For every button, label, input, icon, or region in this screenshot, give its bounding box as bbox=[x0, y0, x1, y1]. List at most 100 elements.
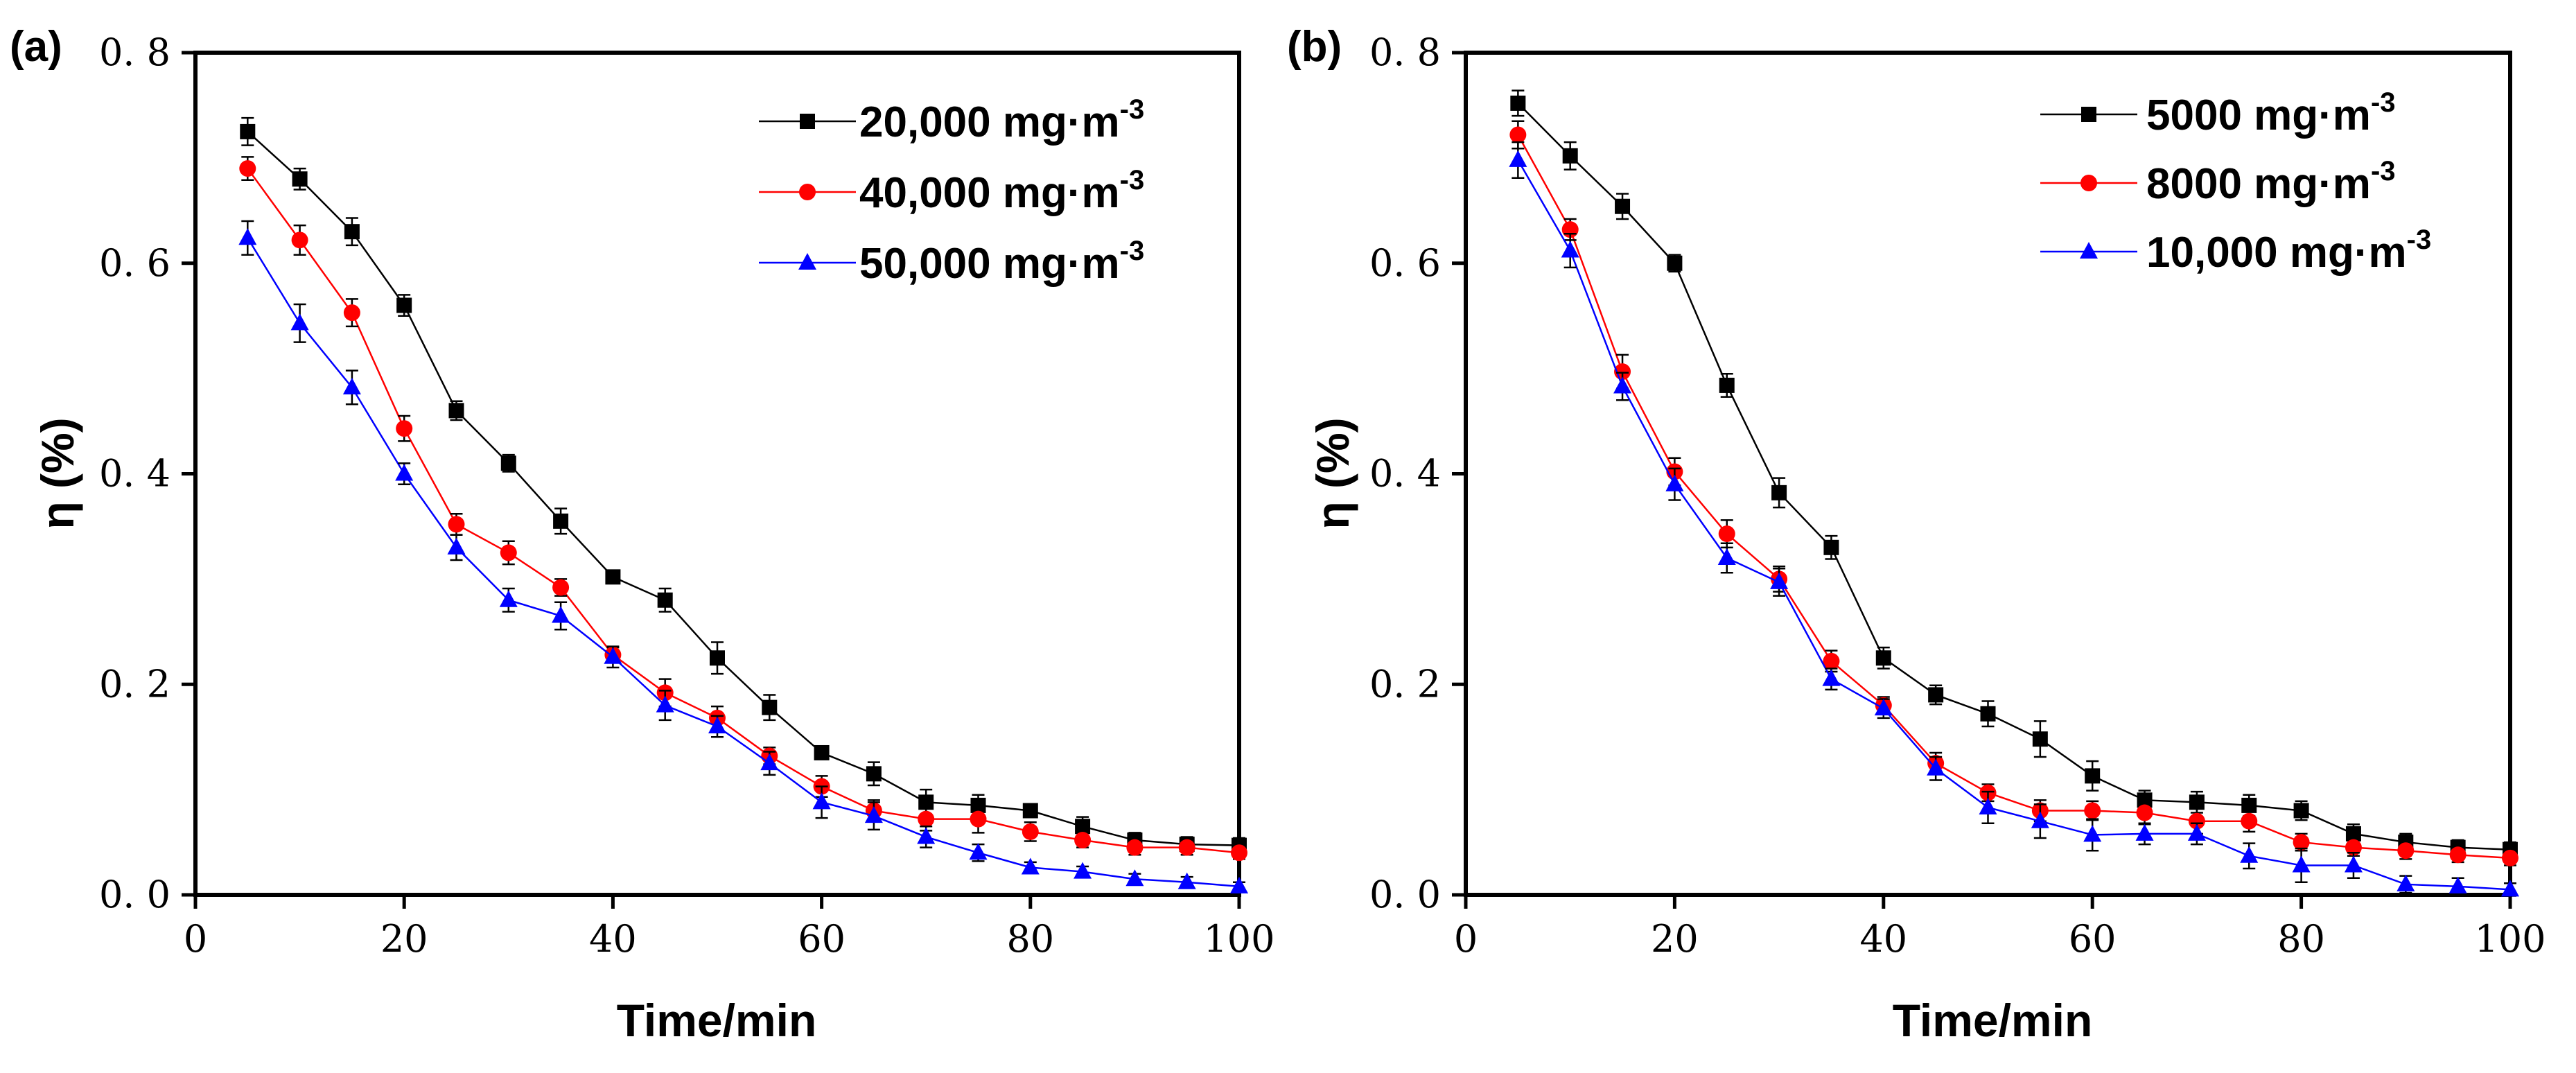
series-line bbox=[1517, 103, 2511, 850]
series-line bbox=[1517, 134, 2511, 860]
data-point bbox=[1510, 95, 1526, 111]
y-tick-label: 0. 2 bbox=[1369, 662, 1441, 706]
data-point bbox=[2136, 804, 2153, 821]
data-point bbox=[1667, 255, 1683, 271]
data-point bbox=[2083, 825, 2102, 842]
data-point bbox=[1717, 548, 1736, 565]
data-point bbox=[396, 297, 412, 313]
data-point bbox=[2241, 812, 2258, 830]
data-point bbox=[292, 171, 308, 187]
data-point bbox=[866, 766, 882, 782]
data-point bbox=[1927, 758, 1945, 776]
series-line bbox=[247, 168, 1240, 854]
legend-marker bbox=[2081, 107, 2096, 122]
legend-marker bbox=[800, 114, 815, 129]
x-tick-label: 60 bbox=[798, 917, 845, 961]
data-point bbox=[2344, 855, 2363, 873]
data-point bbox=[970, 810, 987, 828]
data-point bbox=[1562, 148, 1578, 164]
data-point bbox=[1823, 539, 1839, 555]
data-point bbox=[2241, 797, 2257, 813]
data-point bbox=[291, 232, 308, 249]
legend-superscript: -3 bbox=[1120, 236, 1145, 266]
data-point bbox=[2397, 874, 2415, 891]
x-tick-label: 40 bbox=[1859, 917, 1907, 961]
data-point bbox=[2085, 768, 2101, 784]
series-square bbox=[240, 116, 1247, 854]
panel-label: (b) bbox=[1287, 23, 1342, 71]
data-point bbox=[1022, 823, 1039, 840]
data-point bbox=[1177, 872, 1196, 889]
data-point bbox=[1718, 525, 1735, 543]
data-point bbox=[447, 537, 466, 555]
legend-label: 20,000 mg·m-3 bbox=[859, 94, 1144, 146]
data-point bbox=[1771, 485, 1787, 500]
data-point bbox=[2137, 792, 2153, 808]
data-point bbox=[238, 228, 257, 245]
data-point bbox=[1126, 839, 1144, 856]
data-point bbox=[240, 123, 256, 139]
data-point bbox=[1509, 150, 1527, 167]
legend-label: 10,000 mg·m-3 bbox=[2146, 225, 2431, 277]
data-point bbox=[605, 569, 621, 585]
legend-superscript: -3 bbox=[1120, 94, 1145, 125]
y-axis-title: η (%) bbox=[32, 417, 83, 529]
data-point bbox=[917, 827, 936, 844]
data-point bbox=[2187, 823, 2206, 841]
y-tick-label: 0. 4 bbox=[99, 452, 170, 496]
data-point bbox=[2032, 731, 2048, 747]
data-point bbox=[290, 313, 309, 331]
series-line bbox=[247, 130, 1240, 846]
y-tick-label: 0. 6 bbox=[1369, 241, 1441, 285]
data-point bbox=[1613, 376, 1632, 394]
data-point bbox=[918, 794, 934, 810]
panel-label: (a) bbox=[10, 23, 62, 71]
x-tick-label: 80 bbox=[2277, 917, 2325, 961]
data-point bbox=[2345, 826, 2361, 841]
x-tick-label: 20 bbox=[380, 917, 428, 961]
y-tick-label: 0. 8 bbox=[99, 30, 170, 74]
y-tick-label: 0. 8 bbox=[1369, 30, 1441, 74]
legend-marker bbox=[799, 184, 816, 200]
x-tick-label: 40 bbox=[589, 917, 637, 961]
data-point bbox=[343, 304, 360, 322]
data-point bbox=[710, 650, 725, 666]
data-point bbox=[1075, 819, 1091, 835]
data-point bbox=[239, 160, 256, 177]
data-point bbox=[1561, 241, 1579, 258]
data-point bbox=[762, 699, 778, 715]
legend-superscript: -3 bbox=[1120, 165, 1145, 195]
data-point bbox=[2084, 802, 2101, 819]
y-tick-label: 0. 2 bbox=[99, 662, 170, 706]
data-point bbox=[1074, 832, 1092, 849]
data-point bbox=[448, 516, 465, 533]
data-point bbox=[2188, 812, 2205, 830]
legend-marker bbox=[798, 253, 816, 270]
data-point bbox=[604, 647, 622, 664]
y-tick-label: 0. 0 bbox=[1369, 873, 1441, 916]
data-point bbox=[2031, 811, 2049, 828]
legend-item: 40,000 mg·m-3 bbox=[759, 165, 1144, 217]
plot-area: 0 20 40 60 80 100 0. 0 0. 2 0. 4 0. 6 0. 8 20,000 m… bbox=[99, 30, 1275, 961]
data-point bbox=[499, 590, 518, 607]
data-point bbox=[2502, 849, 2518, 866]
data-point bbox=[814, 744, 830, 760]
data-point bbox=[2189, 794, 2205, 810]
data-point bbox=[1822, 669, 1841, 686]
data-point bbox=[448, 403, 464, 419]
y-tick-label: 0. 6 bbox=[99, 241, 170, 285]
data-point bbox=[1509, 126, 1527, 143]
data-point bbox=[500, 544, 517, 561]
legend-marker bbox=[2080, 242, 2098, 259]
data-point bbox=[1178, 839, 1195, 856]
data-point bbox=[1125, 869, 1144, 887]
x-tick-label: 100 bbox=[2474, 917, 2546, 961]
y-tick-label: 0. 0 bbox=[99, 873, 170, 916]
legend-item: 10,000 mg·m-3 bbox=[2040, 225, 2431, 277]
x-tick-label: 0 bbox=[184, 917, 207, 961]
legend-item: 50,000 mg·m-3 bbox=[759, 236, 1144, 288]
legend-label: 50,000 mg·m-3 bbox=[859, 236, 1144, 288]
